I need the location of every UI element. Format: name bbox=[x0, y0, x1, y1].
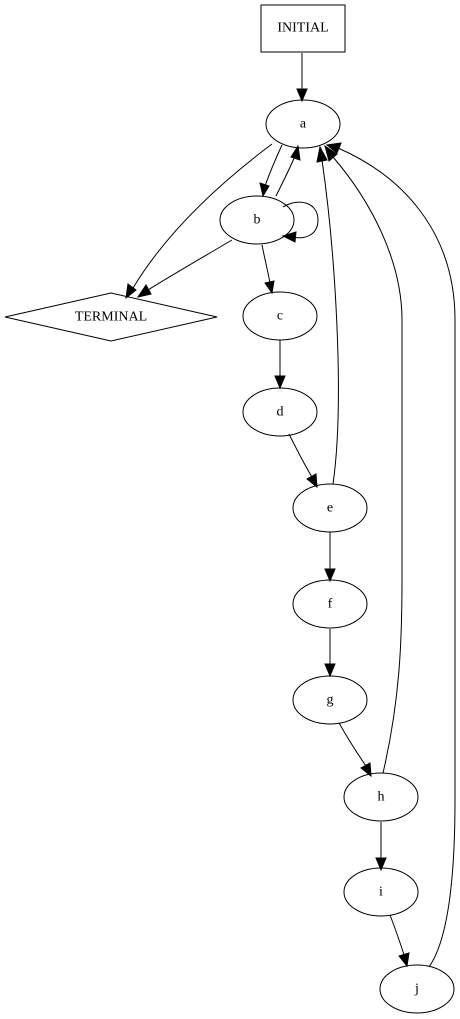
edge-a-to-terminal bbox=[125, 143, 273, 300]
node-d: d bbox=[242, 387, 318, 437]
edge-b-to-terminal bbox=[136, 239, 233, 298]
node-i: i bbox=[343, 867, 419, 917]
node-g: g bbox=[292, 675, 368, 725]
edge-h-to-a bbox=[324, 144, 403, 774]
node-e-label: e bbox=[327, 501, 333, 516]
edge-b-to-a bbox=[275, 144, 301, 197]
edge-d-to-e bbox=[288, 433, 318, 489]
node-b: b bbox=[219, 195, 295, 245]
node-a: a bbox=[265, 99, 341, 149]
edge-e-to-f bbox=[324, 532, 336, 583]
edge-j-to-a bbox=[325, 142, 456, 968]
edge-g-to-h bbox=[338, 722, 372, 778]
node-h-label: h bbox=[378, 790, 385, 805]
node-f-label: f bbox=[328, 597, 333, 612]
edge-b-to-c bbox=[261, 244, 275, 295]
node-h: h bbox=[343, 772, 419, 822]
edge-b-to-b bbox=[281, 201, 319, 243]
edge-e-to-a bbox=[316, 145, 339, 485]
node-a-label: a bbox=[300, 117, 307, 132]
node-e: e bbox=[292, 483, 368, 533]
edge-a-to-b bbox=[259, 144, 283, 198]
node-f: f bbox=[292, 579, 368, 629]
node-terminal-label: TERMINAL bbox=[75, 310, 147, 325]
node-initial: INITIAL bbox=[260, 4, 346, 53]
edge-h-to-i bbox=[375, 822, 387, 872]
edge-initial-to-a bbox=[296, 53, 308, 103]
node-initial-label: INITIAL bbox=[277, 21, 328, 36]
edge-c-to-d bbox=[274, 340, 286, 390]
node-i-label: i bbox=[379, 885, 383, 900]
edge-i-to-j bbox=[389, 914, 410, 968]
node-terminal: TERMINAL bbox=[4, 292, 218, 342]
edge-f-to-g bbox=[324, 629, 336, 678]
node-j: j bbox=[379, 964, 455, 1014]
node-j-label: j bbox=[414, 982, 419, 997]
node-c: c bbox=[242, 291, 318, 341]
node-c-label: c bbox=[277, 309, 283, 324]
node-g-label: g bbox=[327, 693, 334, 708]
node-d-label: d bbox=[277, 405, 284, 420]
node-b-label: b bbox=[254, 213, 261, 228]
